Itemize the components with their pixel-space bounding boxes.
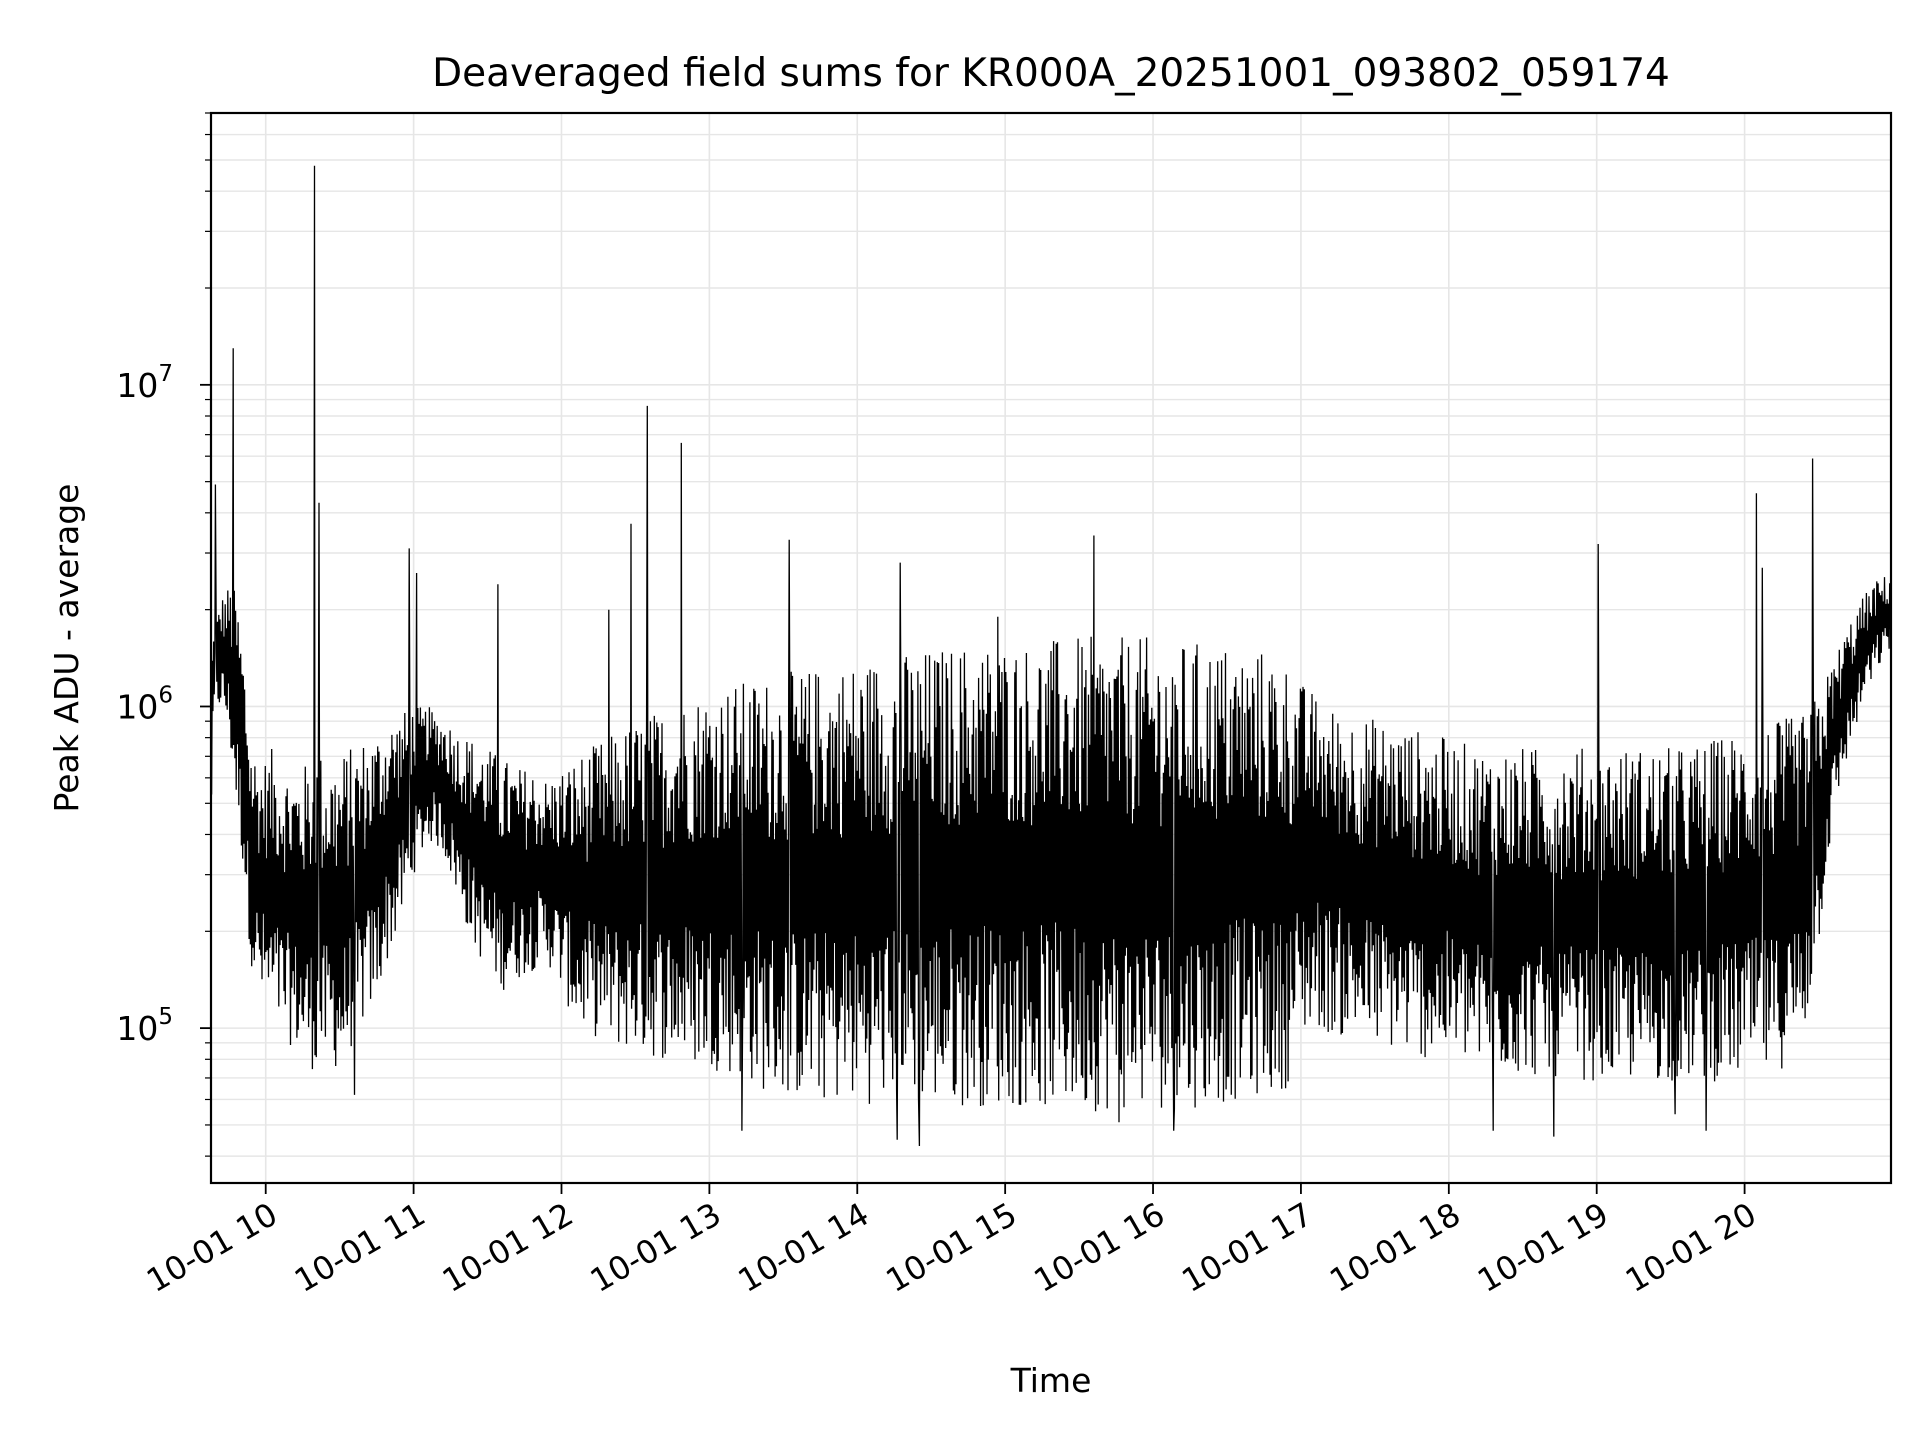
chart-title: Deaveraged field sums for KR000A_2025100… bbox=[432, 51, 1670, 96]
y-tick-exponent: 5 bbox=[158, 1004, 173, 1030]
y-tick-base: 10 bbox=[116, 687, 158, 726]
y-axis-label: Peak ADU - average bbox=[47, 484, 86, 813]
y-tick-exponent: 6 bbox=[158, 682, 173, 708]
y-tick-base: 10 bbox=[116, 366, 158, 405]
y-tick-label: 105 bbox=[116, 1004, 173, 1048]
series-line bbox=[211, 165, 1891, 1147]
y-tick-label: 106 bbox=[116, 682, 173, 726]
y-tick-exponent: 7 bbox=[158, 361, 173, 387]
y-tick-label: 107 bbox=[116, 361, 173, 405]
plot-frame bbox=[209, 111, 1893, 1185]
x-axis-label: Time bbox=[1010, 1361, 1092, 1400]
series-line-path bbox=[211, 165, 1891, 1147]
y-tick-base: 10 bbox=[116, 1009, 158, 1048]
